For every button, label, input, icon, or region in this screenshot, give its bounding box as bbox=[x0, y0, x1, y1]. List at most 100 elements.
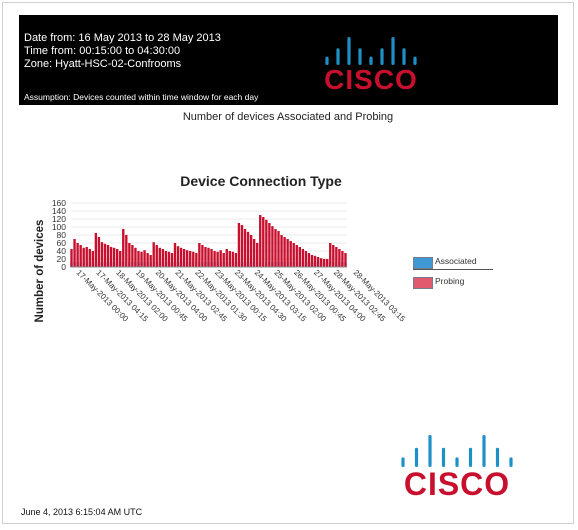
probing-bar bbox=[256, 243, 259, 267]
probing-bar bbox=[222, 253, 225, 267]
logo-bar bbox=[401, 457, 405, 467]
probing-bar bbox=[210, 249, 213, 267]
probing-bar bbox=[310, 255, 314, 267]
logo-bar bbox=[413, 56, 417, 65]
probing-bar bbox=[246, 231, 250, 267]
probing-bar bbox=[228, 251, 231, 267]
report-subtitle: Number of devices Associated and Probing bbox=[182, 111, 394, 123]
probing-bar bbox=[271, 226, 274, 267]
chart-legend: Associated Probing bbox=[413, 255, 493, 295]
probing-bar bbox=[94, 233, 98, 267]
probing-bar bbox=[332, 245, 335, 267]
chart-title: Device Connection Type bbox=[180, 173, 342, 189]
y-tick-label: 0 bbox=[61, 262, 66, 272]
assumption-text: Assumption: Devices counted within time … bbox=[24, 92, 259, 102]
logo-bar bbox=[414, 447, 419, 467]
y-tick-label: 160 bbox=[52, 198, 66, 208]
logo-bar bbox=[336, 48, 340, 65]
probing-bar bbox=[158, 247, 161, 267]
probing-bar bbox=[329, 243, 332, 267]
zone-text: Zone: Hyatt-HSC-02-Confrooms bbox=[24, 58, 182, 70]
probing-bar bbox=[292, 243, 295, 267]
probing-bar bbox=[198, 243, 201, 267]
logo-bar bbox=[428, 435, 432, 467]
probing-bar bbox=[91, 251, 95, 267]
y-tick-label: 40 bbox=[57, 246, 67, 256]
logo-bar bbox=[391, 37, 395, 65]
cisco-bridge-icon bbox=[325, 37, 417, 65]
legend-item-associated: Associated bbox=[413, 255, 493, 270]
probing-bars bbox=[70, 215, 347, 267]
probing-bar bbox=[128, 243, 131, 267]
probing-bar bbox=[179, 247, 183, 267]
legend-item-probing: Probing bbox=[413, 275, 493, 289]
y-tick-label: 80 bbox=[57, 230, 67, 240]
probing-bar bbox=[82, 247, 85, 267]
cisco-logo-wordmark: CISCO bbox=[404, 466, 510, 501]
probing-bar bbox=[201, 245, 204, 267]
probing-bar bbox=[173, 243, 177, 267]
report-page: Date from: 16 May 2013 to 28 May 2013 Ti… bbox=[2, 2, 574, 524]
legend-label-probing: Probing bbox=[435, 276, 465, 286]
cisco-logo-wordmark: CISCO bbox=[324, 64, 418, 95]
legend-divider bbox=[413, 269, 493, 270]
probing-bar bbox=[115, 249, 119, 267]
y-tick-label: 60 bbox=[57, 238, 67, 248]
probing-bar bbox=[182, 249, 186, 267]
legend-swatch-associated bbox=[413, 257, 433, 269]
probing-bar bbox=[106, 245, 110, 267]
probing-bar bbox=[76, 243, 79, 267]
probing-bar bbox=[149, 255, 152, 267]
probing-bar bbox=[307, 253, 311, 267]
logo-bar bbox=[495, 447, 500, 467]
y-tick-label: 100 bbox=[52, 222, 66, 232]
probing-bar bbox=[119, 251, 122, 267]
probing-bar bbox=[131, 245, 134, 267]
probing-bar bbox=[146, 253, 149, 267]
probing-bar bbox=[167, 251, 171, 267]
probing-bar bbox=[164, 251, 168, 267]
probing-bar bbox=[319, 258, 323, 267]
probing-bar bbox=[88, 249, 91, 267]
probing-bar bbox=[170, 253, 174, 267]
logo-bar bbox=[369, 56, 373, 65]
logo-bar bbox=[402, 48, 406, 65]
probing-bar bbox=[73, 239, 76, 267]
probing-bar bbox=[259, 215, 262, 267]
probing-bar bbox=[231, 251, 235, 267]
probing-bar bbox=[143, 250, 146, 267]
y-axis-label: Number of devices bbox=[34, 220, 46, 323]
probing-bar bbox=[262, 217, 265, 267]
probing-bar bbox=[286, 239, 289, 267]
probing-bar bbox=[79, 245, 82, 267]
probing-bar bbox=[280, 235, 283, 267]
report-timestamp: June 4, 2013 6:15:04 AM UTC bbox=[21, 507, 143, 517]
logo-bar bbox=[441, 447, 446, 467]
logo-bar bbox=[380, 48, 384, 65]
probing-bar bbox=[189, 251, 192, 267]
probing-bar bbox=[161, 249, 165, 267]
probing-bar bbox=[313, 255, 317, 267]
probing-bar bbox=[335, 247, 338, 267]
probing-bar bbox=[283, 237, 286, 267]
probing-bar bbox=[216, 251, 219, 267]
probing-bar bbox=[125, 235, 128, 267]
probing-bar bbox=[85, 247, 88, 267]
probing-bar bbox=[240, 225, 244, 267]
report-header: Date from: 16 May 2013 to 28 May 2013 Ti… bbox=[19, 15, 558, 105]
probing-bar bbox=[304, 251, 308, 267]
probing-bar bbox=[341, 251, 344, 267]
probing-bar bbox=[192, 251, 195, 267]
probing-bar bbox=[243, 229, 247, 267]
probing-bar bbox=[219, 250, 222, 267]
probing-bar bbox=[237, 223, 241, 267]
y-tick-label: 140 bbox=[52, 206, 66, 216]
probing-bar bbox=[338, 249, 341, 267]
probing-bar bbox=[316, 257, 320, 267]
probing-bar bbox=[112, 247, 116, 267]
probing-bar bbox=[97, 237, 101, 267]
probing-bar bbox=[204, 247, 207, 267]
probing-bar bbox=[176, 246, 180, 267]
